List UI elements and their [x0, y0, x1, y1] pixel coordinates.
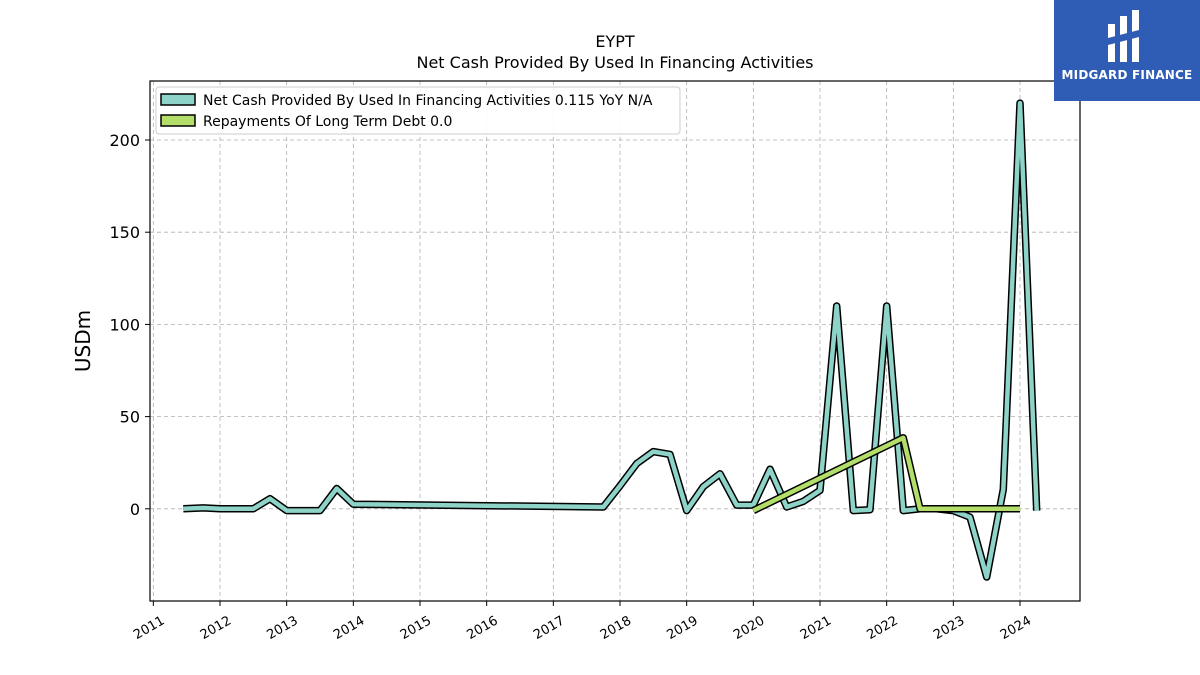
x-tick-label: 2014 — [331, 613, 367, 643]
y-tick-label: 200 — [109, 131, 140, 150]
logo-text: MIDGARD FINANCE — [1061, 68, 1193, 82]
legend: Net Cash Provided By Used In Financing A… — [155, 86, 681, 135]
y-tick-label: 100 — [109, 315, 140, 334]
x-tick-label: 2018 — [598, 613, 634, 643]
x-tick-label: 2019 — [665, 613, 701, 643]
x-tick-label: 2021 — [798, 613, 834, 643]
y-tick-label: 0 — [130, 500, 140, 519]
series-layer — [183, 99, 1041, 581]
chart-title: EYPT — [595, 32, 635, 51]
x-tick-label: 2011 — [131, 613, 167, 643]
legend-swatch-repayments — [160, 114, 196, 127]
series-line-outline — [183, 99, 1041, 581]
y-tick-label: 150 — [109, 223, 140, 242]
midgard-logo-icon — [1108, 10, 1139, 62]
legend-label-repayments: Repayments Of Long Term Debt 0.0 — [203, 114, 452, 130]
x-tick-label: 2012 — [198, 613, 234, 643]
x-tick-label: 2024 — [998, 613, 1034, 643]
x-tick-label: 2013 — [265, 613, 301, 643]
x-tick-label: 2020 — [731, 613, 767, 643]
series-line — [752, 435, 1020, 513]
grid — [150, 81, 1080, 601]
series-1 — [751, 434, 1020, 514]
x-tick-label: 2017 — [531, 613, 567, 643]
x-tick-label: 2016 — [465, 613, 501, 643]
series-line — [183, 100, 1039, 580]
x-tick-label: 2015 — [398, 613, 434, 643]
legend-swatch-financing — [160, 93, 196, 106]
x-tick-label: 2022 — [865, 613, 901, 643]
y-axis-label: USDm — [71, 310, 95, 372]
x-tick-label: 2023 — [931, 613, 967, 643]
y-tick-label: 50 — [120, 408, 140, 427]
plot-frame — [149, 80, 1081, 602]
legend-label-financing: Net Cash Provided By Used In Financing A… — [203, 93, 653, 109]
midgard-finance-logo: MIDGARD FINANCE — [1054, 0, 1200, 101]
chart-subtitle: Net Cash Provided By Used In Financing A… — [416, 53, 813, 72]
series-0 — [183, 99, 1041, 581]
legend-box — [155, 86, 681, 135]
